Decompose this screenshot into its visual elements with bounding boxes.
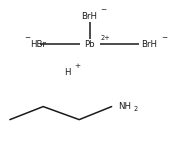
Text: BrH: BrH bbox=[81, 12, 97, 21]
Text: +: + bbox=[75, 63, 81, 69]
Text: Pb: Pb bbox=[84, 40, 95, 49]
Text: BrH: BrH bbox=[141, 40, 157, 49]
Text: 2+: 2+ bbox=[100, 35, 110, 41]
Text: −: − bbox=[161, 35, 167, 41]
Text: NH: NH bbox=[118, 102, 131, 111]
Text: −: − bbox=[24, 35, 30, 41]
Text: −: − bbox=[100, 7, 107, 13]
Text: HBr: HBr bbox=[31, 40, 47, 49]
Text: H: H bbox=[64, 68, 71, 77]
Text: 2: 2 bbox=[134, 106, 138, 112]
